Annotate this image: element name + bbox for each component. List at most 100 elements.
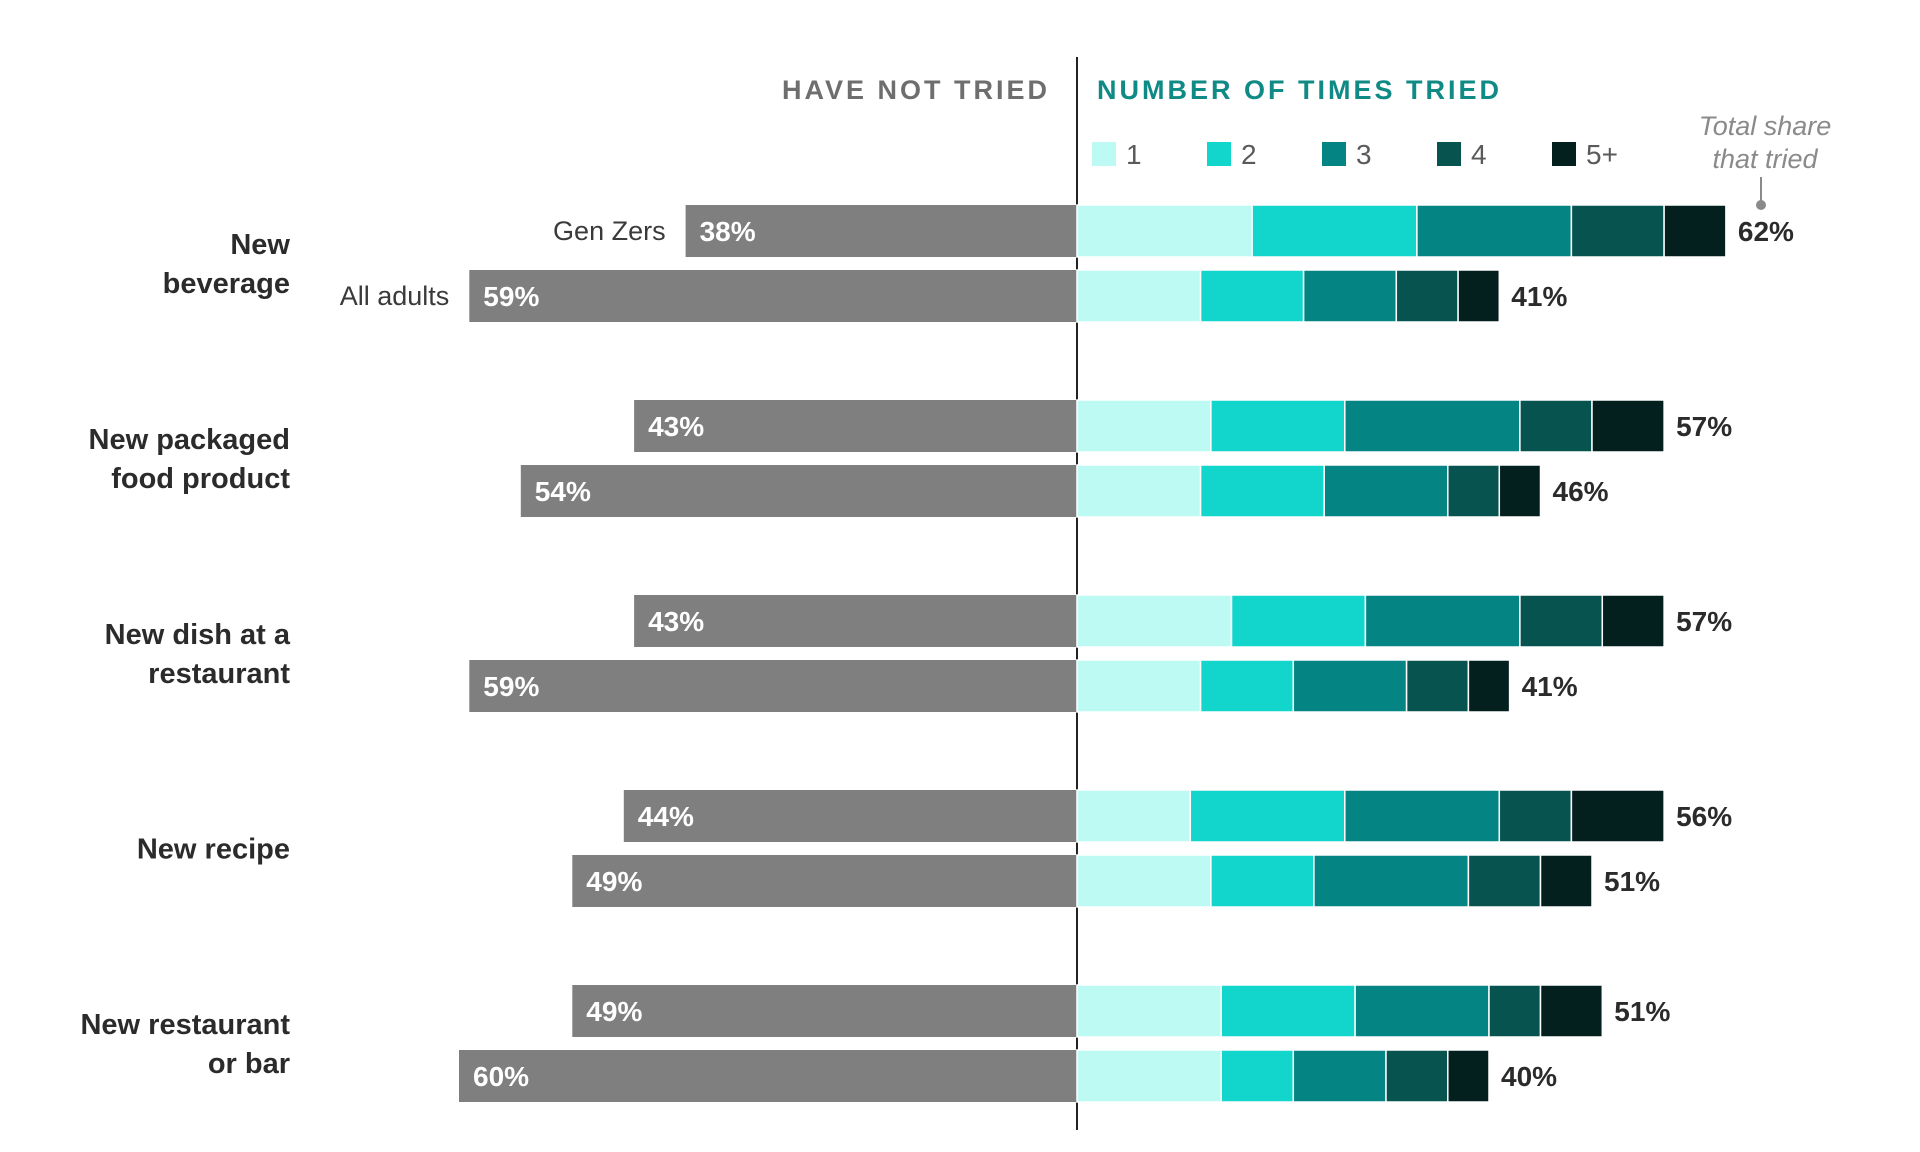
legend-label-1: 1 bbox=[1126, 139, 1142, 170]
bar-tried-segment-3 bbox=[1313, 854, 1470, 908]
total-tried-value-label: 57% bbox=[1676, 411, 1732, 442]
not-tried-value-label: 43% bbox=[648, 606, 704, 637]
not-tried-value-label: 54% bbox=[535, 476, 591, 507]
legend-label-4: 4 bbox=[1471, 139, 1487, 170]
bar-tried-segment-4 bbox=[1488, 984, 1542, 1038]
bar-tried-segment-2 bbox=[1199, 269, 1305, 323]
not-tried-value-label: 44% bbox=[638, 801, 694, 832]
bar-tried-segment-2 bbox=[1199, 464, 1325, 518]
category-new-dish-at-a-restaurant: New dish at a restaurant 43% 57% 59% 41% bbox=[105, 594, 1732, 713]
bar-tried-segment-3 bbox=[1323, 464, 1449, 518]
bar-tried-segment-5 bbox=[1498, 464, 1542, 518]
bar-not-tried bbox=[685, 205, 1077, 257]
category-new-packaged-food-product: New packaged food product 43% 57% 54% 46% bbox=[89, 399, 1732, 518]
bar-tried-segment-3 bbox=[1344, 399, 1521, 453]
total-tried-value-label: 51% bbox=[1614, 996, 1670, 1027]
bar-tried-segment-4 bbox=[1519, 399, 1593, 453]
bar-tried-segment-1 bbox=[1076, 659, 1202, 713]
bar-tried-segment-5 bbox=[1457, 269, 1501, 323]
bar-tried-segment-2 bbox=[1199, 659, 1295, 713]
not-tried-value-label: 49% bbox=[586, 996, 642, 1027]
bar-tried-segment-5 bbox=[1447, 1049, 1490, 1103]
category-label: New dish at a bbox=[105, 619, 291, 651]
row-gen-zers: 49% 51% bbox=[572, 984, 1670, 1038]
bar-tried-segment-2 bbox=[1189, 789, 1346, 843]
total-tried-value-label: 46% bbox=[1553, 476, 1609, 507]
bar-tried-segment-1 bbox=[1076, 464, 1202, 518]
row-gen-zers: 44% 56% bbox=[623, 789, 1732, 843]
bar-tried-segment-5 bbox=[1539, 984, 1604, 1038]
bar-tried-segment-2 bbox=[1251, 204, 1418, 258]
header-have-not-tried: HAVE NOT TRIED bbox=[782, 75, 1050, 105]
row-gen-zers: 43% 57% bbox=[634, 594, 1732, 648]
legend-swatch-3 bbox=[1322, 142, 1346, 166]
bar-tried-segment-4 bbox=[1570, 204, 1665, 258]
bar-tried-segment-1 bbox=[1076, 269, 1202, 323]
bar-tried-segment-2 bbox=[1220, 1049, 1295, 1103]
category-new-restaurant-or-bar: New restaurant or bar 49% 51% 60% 40% bbox=[80, 984, 1670, 1103]
bar-tried-segment-3 bbox=[1344, 789, 1501, 843]
bar-tried-segment-5 bbox=[1467, 659, 1511, 713]
group-label-gen-zers: Gen Zers bbox=[553, 216, 666, 246]
bar-tried-segment-1 bbox=[1076, 854, 1212, 908]
category-label: beverage bbox=[163, 268, 290, 300]
total-tried-value-label: 40% bbox=[1501, 1061, 1557, 1092]
bar-tried-segment-3 bbox=[1292, 1049, 1387, 1103]
bar-rows: New beverage Gen Zers 38% 62% All adults 59% 41… bbox=[80, 204, 1794, 1103]
bar-tried-segment-3 bbox=[1292, 659, 1408, 713]
group-label-all-adults: All adults bbox=[340, 281, 450, 311]
not-tried-value-label: 43% bbox=[648, 411, 704, 442]
total-tried-value-label: 62% bbox=[1738, 216, 1794, 247]
total-tried-value-label: 41% bbox=[1522, 671, 1578, 702]
bar-tried-segment-5 bbox=[1591, 399, 1665, 453]
bar-tried-segment-3 bbox=[1364, 594, 1521, 648]
bar-tried-segment-1 bbox=[1076, 204, 1253, 258]
bar-tried-segment-3 bbox=[1354, 984, 1490, 1038]
row-gen-zers: Gen Zers 38% 62% bbox=[553, 204, 1794, 258]
bar-tried-segment-5 bbox=[1539, 854, 1593, 908]
row-gen-zers: 43% 57% bbox=[634, 399, 1732, 453]
total-tried-value-label: 57% bbox=[1676, 606, 1732, 637]
bar-tried-segment-3 bbox=[1416, 204, 1573, 258]
bar-tried-segment-4 bbox=[1447, 464, 1501, 518]
total-tried-value-label: 41% bbox=[1511, 281, 1567, 312]
bar-tried-segment-1 bbox=[1076, 399, 1212, 453]
bar-tried-segment-3 bbox=[1302, 269, 1398, 323]
bar-not-tried bbox=[572, 855, 1077, 907]
category-label: New recipe bbox=[137, 834, 290, 866]
category-label: food product bbox=[111, 463, 290, 495]
bar-tried-segment-1 bbox=[1076, 789, 1192, 843]
category-new-recipe: New recipe 44% 56% 49% 51% bbox=[137, 789, 1732, 908]
bar-not-tried bbox=[623, 790, 1077, 842]
not-tried-value-label: 59% bbox=[483, 281, 539, 312]
row-all-adults: 59% 41% bbox=[469, 659, 1578, 713]
bar-tried-segment-4 bbox=[1395, 269, 1459, 323]
row-all-adults: 49% 51% bbox=[572, 854, 1660, 908]
legend-label-3: 3 bbox=[1356, 139, 1372, 170]
bar-tried-segment-1 bbox=[1076, 984, 1222, 1038]
bar-tried-segment-4 bbox=[1498, 789, 1573, 843]
category-label: or bar bbox=[208, 1048, 290, 1080]
total-share-note-dot bbox=[1756, 200, 1766, 210]
bar-not-tried bbox=[459, 1050, 1077, 1102]
bar-tried-segment-1 bbox=[1076, 1049, 1222, 1103]
bar-not-tried bbox=[520, 465, 1077, 517]
bar-tried-segment-4 bbox=[1519, 594, 1604, 648]
row-all-adults: All adults 59% 41% bbox=[340, 269, 1567, 323]
category-new-beverage: New beverage Gen Zers 38% 62% All adults 59% 41… bbox=[163, 204, 1794, 323]
bar-not-tried bbox=[634, 400, 1077, 452]
bar-tried-segment-4 bbox=[1405, 659, 1470, 713]
bar-tried-segment-5 bbox=[1663, 204, 1727, 258]
legend: 1 2 3 4 5+ bbox=[1092, 139, 1618, 170]
bar-tried-segment-4 bbox=[1385, 1049, 1449, 1103]
category-label: restaurant bbox=[148, 658, 290, 690]
legend-swatch-2 bbox=[1207, 142, 1231, 166]
not-tried-value-label: 49% bbox=[586, 866, 642, 897]
legend-swatch-1 bbox=[1092, 142, 1116, 166]
total-share-note-line2: that tried bbox=[1712, 144, 1818, 174]
row-all-adults: 54% 46% bbox=[520, 464, 1609, 518]
bar-not-tried bbox=[634, 595, 1077, 647]
bar-tried-segment-5 bbox=[1601, 594, 1665, 648]
category-label: New packaged bbox=[89, 424, 290, 456]
not-tried-value-label: 38% bbox=[700, 216, 756, 247]
